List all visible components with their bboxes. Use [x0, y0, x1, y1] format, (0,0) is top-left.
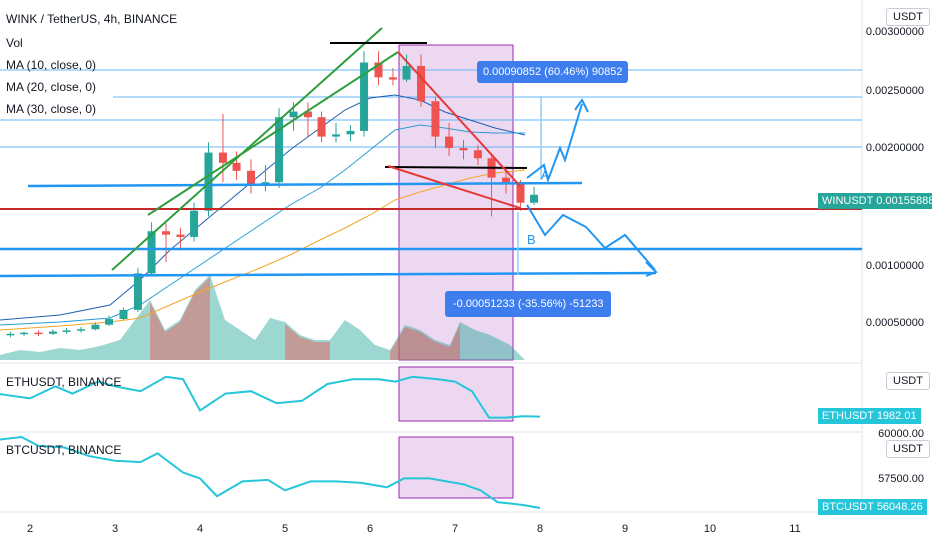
btc-price-value: 56048.26 — [876, 501, 923, 513]
y-tick: 0.00050000 — [865, 317, 924, 329]
channel-line — [147, 51, 399, 216]
btc-price-symbol: BTCUSDT — [822, 501, 874, 513]
annotation-a: A — [541, 167, 550, 182]
candle-body — [502, 177, 510, 183]
candle-body — [289, 111, 298, 118]
candle-body — [402, 65, 411, 80]
candle-body — [218, 152, 227, 163]
x-tick: 2 — [26, 523, 34, 535]
grid — [0, 0, 863, 513]
volume-area — [0, 275, 525, 360]
main-price-value: 0.00155888 — [876, 195, 932, 207]
btc-line — [0, 435, 541, 509]
main-currency-button[interactable]: USDT — [886, 8, 930, 26]
candle-body — [119, 309, 128, 319]
candle-body — [360, 62, 369, 131]
candles — [6, 51, 539, 338]
support-line-blue — [0, 271, 657, 278]
x-tick: 3 — [111, 523, 119, 535]
y-tick: 0.00100000 — [865, 260, 924, 272]
x-tick: 7 — [451, 523, 459, 535]
channel-line — [111, 27, 383, 271]
candle-body — [147, 231, 156, 274]
candle-body — [431, 101, 440, 137]
top-marker — [384, 166, 528, 169]
y-tick: 57500.00 — [878, 473, 924, 485]
volume-area-fill — [0, 275, 525, 360]
legend-vol[interactable]: Vol — [6, 36, 23, 50]
candle-body — [388, 77, 397, 80]
candle-body — [20, 332, 29, 335]
eth-price-value: 1982.01 — [876, 410, 917, 422]
candle-body — [204, 152, 213, 211]
eth-price-symbol: ETHUSDT — [822, 410, 874, 422]
candle-body — [516, 182, 525, 203]
btc-currency-button[interactable]: USDT — [886, 440, 930, 458]
candle-body — [62, 330, 71, 332]
highlight-zone — [398, 436, 514, 499]
eth-pane-label: ETHUSDT, BINANCE — [6, 375, 122, 389]
candle-body — [473, 150, 482, 159]
volume-area-red — [150, 277, 210, 360]
btc-pane-label: BTCUSDT, BINANCE — [6, 443, 122, 457]
measure-up-label[interactable]: 0.00090852 (60.46%) 90852 — [477, 61, 629, 83]
candle-body — [77, 329, 85, 331]
candle-body — [162, 231, 170, 235]
legend-ma20[interactable]: MA (20, close, 0) — [6, 80, 97, 94]
projection-down — [526, 204, 658, 277]
drawings — [0, 27, 862, 278]
y-tick: 0.00250000 — [865, 85, 924, 97]
x-tick: 9 — [621, 523, 629, 535]
main-price-tag: WINUSDT 0.00155888 — [818, 193, 932, 209]
sub-panes — [0, 375, 541, 509]
candle-body — [91, 324, 100, 330]
legend-ma10[interactable]: MA (10, close, 0) — [6, 58, 97, 72]
candle-body — [459, 148, 468, 151]
candle-body — [48, 331, 57, 334]
x-tick: 11 — [789, 523, 801, 535]
projection-up — [526, 98, 589, 184]
candle-body — [247, 170, 255, 185]
candle-body — [190, 210, 199, 237]
candle-body — [332, 134, 340, 137]
highlight-zone — [398, 366, 514, 422]
volume-area-red — [390, 324, 460, 360]
candle-body — [133, 273, 142, 310]
candle-body — [34, 332, 43, 335]
candle-body — [105, 319, 114, 325]
candle-body — [303, 111, 312, 118]
x-tick: 10 — [703, 523, 717, 535]
y-tick: 60000.00 — [878, 428, 924, 440]
candle-body — [6, 333, 15, 336]
candle-body — [417, 65, 425, 102]
x-tick: 8 — [536, 523, 544, 535]
candle-body — [317, 117, 326, 137]
candle-body — [346, 130, 355, 135]
legend-ma30[interactable]: MA (30, close, 0) — [6, 102, 97, 116]
candle-body — [275, 117, 284, 183]
measure-down-label[interactable]: -0.00051233 (-35.56%) -51233 — [445, 291, 612, 317]
main-price-symbol: WINUSDT — [822, 195, 874, 207]
x-tick: 4 — [196, 523, 204, 535]
btc-price-tag: BTCUSDT 56048.26 — [818, 499, 927, 515]
eth-line — [0, 375, 541, 419]
x-tick: 5 — [281, 523, 289, 535]
y-tick: 0.00300000 — [865, 26, 924, 38]
chart-title: WINK / TetherUS, 4h, BINANCE — [6, 12, 178, 26]
candle-body — [530, 194, 539, 203]
y-tick: 0.00200000 — [865, 142, 924, 154]
candle-body — [374, 62, 383, 78]
candle-body — [232, 162, 241, 171]
eth-price-tag: ETHUSDT 1982.01 — [818, 408, 921, 424]
candle-body — [261, 182, 270, 185]
volume-area-red — [285, 324, 330, 360]
eth-currency-button[interactable]: USDT — [886, 372, 930, 390]
x-tick: 6 — [366, 523, 374, 535]
resistance-line — [27, 181, 583, 188]
candle-body — [176, 234, 185, 237]
annotation-b: B — [527, 232, 536, 247]
candle-body — [445, 136, 454, 148]
